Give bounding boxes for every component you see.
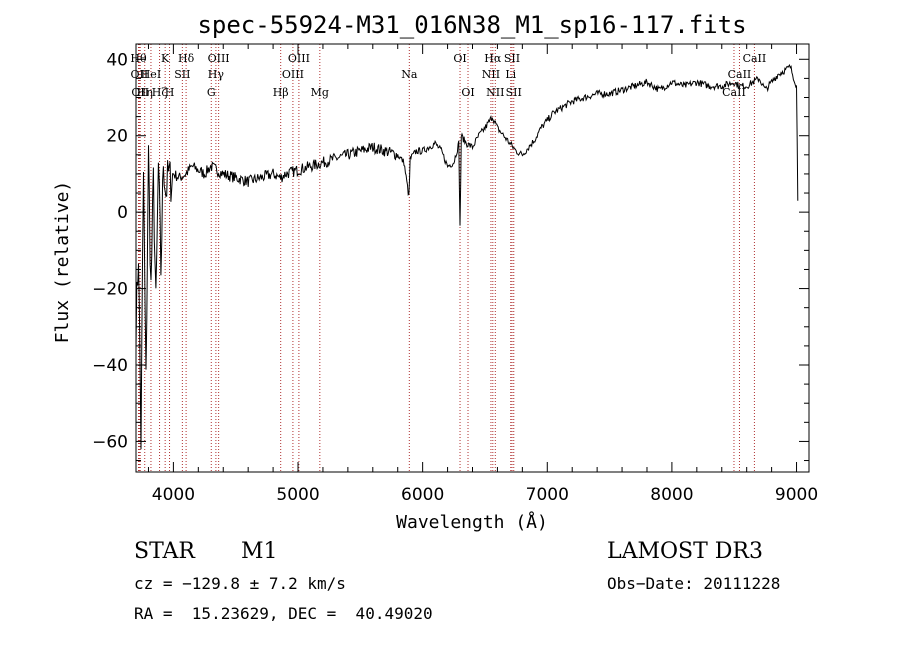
spectrum-line (135, 63, 799, 450)
y-tick-label: −20 (92, 280, 128, 300)
spectral-line-labels: HθOIIOIIHηHeIHζKHSIIHδGHγOIIIHβOIIIOIIIM… (130, 52, 766, 99)
chart-title: spec-55924-M31_016N38_M1_sp16-117.fits (197, 11, 746, 39)
line-label: Hθ (130, 52, 147, 65)
observation-date: Obs−Date: 20111228 (607, 574, 781, 593)
line-label: G (207, 86, 216, 99)
line-label: SII (174, 68, 190, 81)
line-label: Hη (137, 86, 153, 99)
line-label: NII (486, 86, 504, 99)
line-label: Hα (484, 52, 502, 65)
y-tick-label: 40 (106, 50, 128, 70)
y-tick-label: −60 (92, 432, 128, 452)
y-tick-label: 20 (106, 127, 128, 147)
plot-frame (135, 43, 810, 473)
line-label: H (165, 86, 175, 99)
y-tick-label: −40 (92, 356, 128, 376)
x-tick-label: 6000 (401, 485, 444, 505)
line-label: Li (505, 68, 516, 81)
x-tick-label: 7000 (526, 485, 569, 505)
x-tick-label: 9000 (775, 485, 818, 505)
line-label: Hδ (178, 52, 195, 65)
y-axis-label: Flux (relative) (52, 181, 73, 344)
x-tick-label: 8000 (650, 485, 693, 505)
line-label: CaII (743, 52, 767, 65)
line-label: NII (482, 68, 500, 81)
x-tick-label: 4000 (152, 485, 195, 505)
line-label: OI (453, 52, 466, 65)
y-axis-ticks: −60 −40 −20 0 20 40 (92, 50, 809, 462)
line-label: CaII (728, 68, 752, 81)
line-label: OII (131, 68, 149, 81)
coordinates: RA = 15.23629, DEC = 40.49020 (134, 604, 433, 623)
line-label: SII (504, 52, 520, 65)
x-axis-ticks: 4000 5000 6000 7000 8000 9000 (147, 44, 818, 505)
line-label: HeI (141, 68, 161, 81)
line-label: OIII (288, 52, 310, 65)
line-label: SII (506, 86, 522, 99)
object-class: STAR (134, 539, 195, 564)
line-label: CaII (722, 86, 746, 99)
line-label: K (161, 52, 170, 65)
spectral-line-markers (137, 44, 755, 472)
subclass: M1 (241, 539, 278, 564)
x-tick-label: 5000 (276, 485, 319, 505)
line-label: Hβ (273, 86, 289, 99)
survey-name: LAMOST DR3 (607, 539, 763, 564)
line-label: OIII (208, 52, 230, 65)
redshift-velocity: cz = −129.8 ± 7.2 km/s (134, 574, 346, 593)
line-label: OIII (282, 68, 304, 81)
line-label: Hζ (152, 86, 168, 99)
y-tick-label: 0 (117, 203, 128, 223)
line-label: Hγ (208, 68, 225, 81)
line-label: Na (401, 68, 418, 81)
line-label: OI (461, 86, 474, 99)
line-label: Mg (311, 86, 329, 99)
x-axis-label: Wavelength (Å) (396, 511, 548, 533)
